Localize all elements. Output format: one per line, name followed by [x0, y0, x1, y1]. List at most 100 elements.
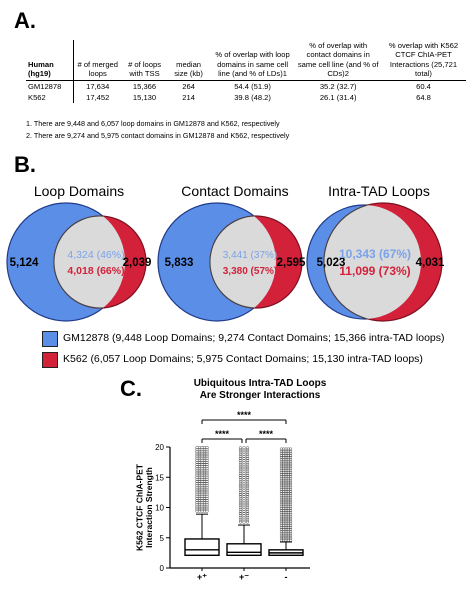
- outlier-point: [202, 498, 207, 503]
- outlier-point: [195, 473, 199, 477]
- outlier-point: [242, 511, 246, 516]
- y-tick-label: 5: [160, 534, 165, 543]
- outlier-point: [238, 450, 243, 454]
- outlier-point: [288, 474, 293, 479]
- outlier-point: [279, 491, 284, 496]
- outlier-point: [195, 450, 199, 454]
- outlier-point: [284, 498, 288, 502]
- outlier-point: [288, 500, 293, 504]
- outlier-point: [202, 445, 207, 450]
- outlier-point: [205, 460, 209, 465]
- outlier-point: [242, 458, 246, 463]
- outlier-point: [238, 507, 243, 511]
- outlier-point: [197, 454, 202, 458]
- outlier-point: [284, 536, 288, 540]
- outlier-point: [202, 456, 207, 460]
- outlier-point: [205, 481, 209, 486]
- outlier-point: [195, 481, 199, 486]
- outlier-point: [238, 473, 243, 478]
- venn-title-intra-tad-loops: Intra-TAD Loops: [328, 183, 430, 199]
- outlier-point: [205, 488, 209, 492]
- outlier-point: [205, 498, 209, 503]
- outlier-point: [242, 520, 246, 524]
- outlier-point: [195, 475, 199, 479]
- outlier-point: [202, 501, 207, 505]
- venn-left-count: 5,124: [10, 257, 39, 269]
- outlier-point: [197, 471, 202, 475]
- outlier-point: [284, 449, 288, 453]
- outlier-point: [202, 490, 207, 494]
- outlier-point: [282, 536, 286, 540]
- outlier-point: [279, 460, 284, 464]
- outlier-point: [282, 458, 286, 462]
- outlier-point: [245, 450, 250, 454]
- outlier-point: [242, 486, 246, 490]
- venn-overlap-k562: 11,099 (73%): [339, 264, 410, 278]
- outlier-point: [245, 501, 250, 505]
- outlier-point: [195, 490, 199, 494]
- outlier-point: [245, 514, 250, 518]
- chart-title-line-1: Ubiquitous Intra-TAD Loops: [193, 378, 327, 389]
- chart-title-line-2: Are Stronger Interactions: [199, 390, 321, 401]
- outlier-point: [197, 490, 202, 494]
- outlier-point: [288, 491, 293, 496]
- outlier-point: [238, 478, 243, 482]
- outlier-point: [279, 447, 284, 451]
- outlier-point: [282, 462, 286, 466]
- panel-a-letter: A.: [14, 8, 36, 33]
- outlier-point: [245, 509, 250, 514]
- outlier-point: [284, 487, 288, 491]
- outlier-point: [245, 499, 250, 503]
- outlier-point: [286, 494, 290, 498]
- outlier-point: [286, 489, 290, 494]
- outlier-point: [245, 463, 250, 467]
- outlier-point: [205, 467, 209, 471]
- outlier-point: [197, 469, 202, 473]
- outlier-point: [245, 473, 250, 478]
- outlier-point: [288, 498, 293, 502]
- outlier-point: [197, 507, 202, 511]
- outlier-point: [238, 463, 243, 467]
- outlier-point: [245, 465, 250, 469]
- outlier-point: [242, 509, 246, 514]
- outlier-point: [195, 498, 199, 503]
- outlier-point: [195, 501, 199, 505]
- venn-right-count: 2,039: [123, 257, 152, 269]
- outlier-point: [245, 486, 250, 490]
- outlier-point: [279, 515, 284, 519]
- outlier-point: [205, 477, 209, 482]
- outlier-point: [245, 503, 250, 507]
- outlier-point: [245, 461, 250, 465]
- outlier-point: [288, 460, 293, 464]
- outlier-point: [288, 447, 293, 451]
- outlier-point: [197, 477, 202, 482]
- outlier-point: [279, 527, 284, 532]
- outlier-point: [197, 452, 202, 456]
- outlier-point: [200, 479, 204, 484]
- table-cell: 35.2 (32.7): [319, 81, 357, 91]
- outlier-point: [195, 469, 199, 473]
- outlier-point: [279, 453, 284, 458]
- outlier-point: [238, 494, 243, 499]
- outlier-point: [197, 475, 202, 479]
- outlier-point: [205, 503, 209, 507]
- outlier-point: [205, 473, 209, 477]
- outlier-point: [238, 514, 243, 518]
- outlier-point: [282, 481, 286, 485]
- outlier-point: [286, 487, 290, 491]
- outlier-point: [288, 494, 293, 498]
- outlier-point: [195, 484, 199, 488]
- outlier-point: [205, 454, 209, 458]
- panel-b-letter: B.: [14, 152, 36, 177]
- venn-left-count: 5,833: [165, 257, 194, 269]
- outlier-point: [205, 465, 209, 469]
- outlier-point: [282, 502, 286, 506]
- outlier-point: [205, 490, 209, 494]
- outlier-point: [282, 494, 286, 498]
- outlier-point: [288, 532, 293, 536]
- outlier-point: [284, 458, 288, 462]
- outlier-point: [205, 507, 209, 511]
- outlier-point: [238, 484, 243, 488]
- outlier-point: [282, 466, 286, 470]
- outlier-point: [286, 496, 290, 500]
